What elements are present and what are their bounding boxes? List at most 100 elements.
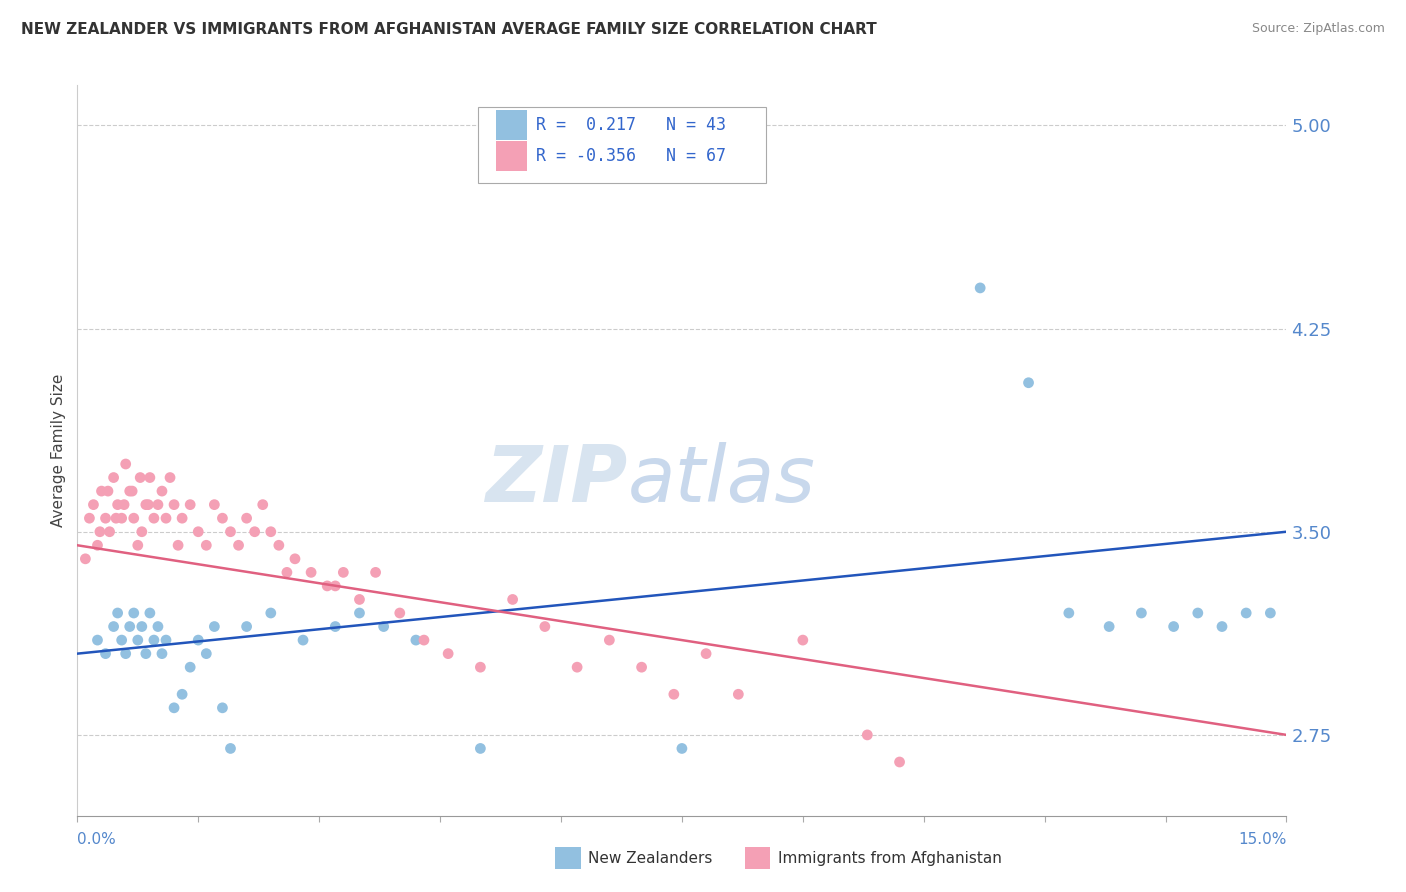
- Point: [565, 660, 588, 674]
- Point: [228, 538, 250, 552]
- Point: [167, 538, 190, 552]
- Point: [299, 566, 322, 580]
- Point: [292, 633, 315, 648]
- Point: [105, 511, 128, 525]
- Point: [136, 498, 159, 512]
- Point: [150, 484, 173, 499]
- Point: [235, 619, 257, 633]
- Point: [131, 524, 153, 539]
- Point: [179, 498, 201, 512]
- Point: [107, 606, 129, 620]
- Point: [131, 619, 153, 633]
- Point: [94, 647, 117, 661]
- Point: [139, 470, 162, 484]
- Point: [139, 606, 162, 620]
- Point: [163, 498, 186, 512]
- Point: [364, 566, 387, 580]
- Point: [89, 524, 111, 539]
- Point: [172, 687, 194, 701]
- Point: [179, 660, 201, 674]
- Point: [1163, 619, 1185, 633]
- Point: [260, 524, 283, 539]
- Point: [155, 511, 177, 525]
- Point: [349, 592, 371, 607]
- Text: R =  0.217   N = 43: R = 0.217 N = 43: [536, 116, 725, 134]
- Point: [1260, 606, 1282, 620]
- Point: [727, 687, 749, 701]
- Point: [323, 619, 346, 633]
- Point: [695, 647, 717, 661]
- Point: [1211, 619, 1233, 633]
- Point: [1098, 619, 1121, 633]
- Point: [79, 511, 101, 525]
- Text: atlas: atlas: [627, 442, 815, 517]
- Point: [187, 633, 209, 648]
- Point: [150, 647, 173, 661]
- Point: [235, 511, 257, 525]
- Point: [405, 633, 427, 648]
- Point: [146, 498, 169, 512]
- Point: [284, 551, 307, 566]
- Point: [252, 498, 274, 512]
- Text: NEW ZEALANDER VS IMMIGRANTS FROM AFGHANISTAN AVERAGE FAMILY SIZE CORRELATION CHA: NEW ZEALANDER VS IMMIGRANTS FROM AFGHANI…: [21, 22, 877, 37]
- Point: [107, 498, 129, 512]
- Point: [267, 538, 290, 552]
- Point: [129, 470, 152, 484]
- Point: [211, 701, 233, 715]
- Y-axis label: Average Family Size: Average Family Size: [51, 374, 66, 527]
- Point: [172, 511, 194, 525]
- Point: [163, 701, 186, 715]
- Point: [598, 633, 620, 648]
- Point: [1057, 606, 1080, 620]
- Point: [86, 633, 108, 648]
- Point: [316, 579, 339, 593]
- Point: [219, 741, 242, 756]
- Point: [969, 281, 991, 295]
- Point: [159, 470, 181, 484]
- Point: [671, 741, 693, 756]
- Text: Immigrants from Afghanistan: Immigrants from Afghanistan: [778, 851, 1001, 865]
- Point: [276, 566, 298, 580]
- Text: R = -0.356   N = 67: R = -0.356 N = 67: [536, 147, 725, 165]
- Point: [856, 728, 879, 742]
- Point: [470, 660, 492, 674]
- Point: [323, 579, 346, 593]
- Point: [502, 592, 524, 607]
- Point: [103, 470, 125, 484]
- Point: [118, 484, 141, 499]
- Point: [889, 755, 911, 769]
- Point: [122, 511, 145, 525]
- Point: [202, 619, 225, 633]
- Point: [219, 524, 242, 539]
- Point: [98, 524, 121, 539]
- Text: 15.0%: 15.0%: [1239, 832, 1286, 847]
- Point: [349, 606, 371, 620]
- Point: [388, 606, 411, 620]
- Point: [90, 484, 112, 499]
- Point: [114, 457, 136, 471]
- Point: [243, 524, 266, 539]
- Text: Source: ZipAtlas.com: Source: ZipAtlas.com: [1251, 22, 1385, 36]
- Point: [97, 484, 120, 499]
- Point: [146, 619, 169, 633]
- Point: [114, 647, 136, 661]
- Point: [155, 633, 177, 648]
- Point: [195, 647, 218, 661]
- Point: [211, 511, 233, 525]
- Text: 0.0%: 0.0%: [77, 832, 117, 847]
- Point: [470, 741, 492, 756]
- Point: [1234, 606, 1257, 620]
- Point: [112, 498, 135, 512]
- Point: [1018, 376, 1040, 390]
- Point: [103, 619, 125, 633]
- Point: [94, 511, 117, 525]
- Point: [127, 538, 149, 552]
- Point: [135, 647, 157, 661]
- Point: [187, 524, 209, 539]
- Point: [135, 498, 157, 512]
- Point: [142, 511, 165, 525]
- Point: [437, 647, 460, 661]
- Point: [118, 619, 141, 633]
- Point: [142, 633, 165, 648]
- Point: [122, 606, 145, 620]
